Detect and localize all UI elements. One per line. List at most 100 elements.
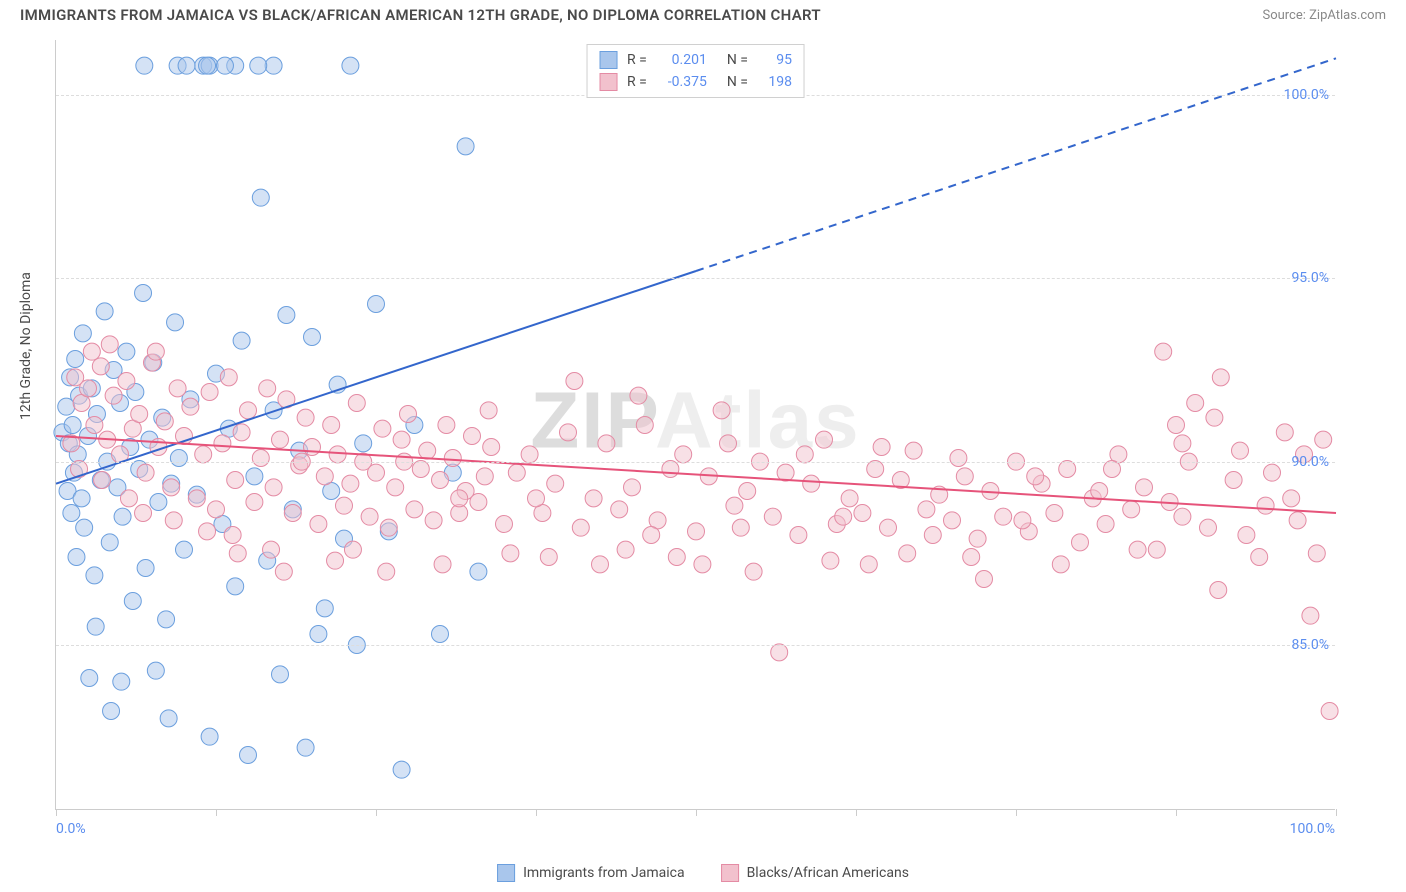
- data-point: [483, 439, 500, 456]
- data-point: [327, 552, 344, 569]
- data-point: [344, 541, 361, 558]
- x-tick: [376, 809, 377, 816]
- data-point: [688, 523, 705, 540]
- data-point: [216, 57, 233, 74]
- data-point: [976, 571, 993, 588]
- data-point: [284, 505, 301, 522]
- data-point: [342, 57, 359, 74]
- data-point: [1225, 472, 1242, 489]
- data-point: [1251, 549, 1268, 566]
- legend-r-label: R =: [627, 49, 647, 71]
- data-point: [592, 556, 609, 573]
- data-point: [508, 464, 525, 481]
- data-point: [227, 578, 244, 595]
- data-point: [841, 490, 858, 507]
- data-point: [135, 285, 152, 302]
- data-point: [316, 468, 333, 485]
- data-point: [566, 373, 583, 390]
- data-point: [374, 420, 391, 437]
- data-point: [272, 431, 289, 448]
- data-point: [214, 435, 231, 452]
- data-point: [1283, 490, 1300, 507]
- data-point: [636, 417, 653, 434]
- data-point: [87, 618, 104, 635]
- data-point: [816, 431, 833, 448]
- data-point: [502, 545, 519, 562]
- chart-title: IMMIGRANTS FROM JAMAICA VS BLACK/AFRICAN…: [20, 6, 821, 24]
- data-point: [163, 479, 180, 496]
- data-point: [170, 450, 187, 467]
- data-point: [1174, 508, 1191, 525]
- data-point: [771, 644, 788, 661]
- legend-bottom: Immigrants from JamaicaBlacks/African Am…: [497, 864, 909, 882]
- data-point: [329, 446, 346, 463]
- legend-n-label: N =: [727, 49, 748, 71]
- x-tick: [1016, 809, 1017, 816]
- data-point: [342, 475, 359, 492]
- data-point: [63, 505, 80, 522]
- data-point: [137, 464, 154, 481]
- data-point: [1206, 409, 1223, 426]
- data-point: [73, 490, 90, 507]
- data-point: [393, 431, 410, 448]
- data-point: [101, 336, 118, 353]
- data-point: [803, 475, 820, 492]
- data-point: [176, 541, 193, 558]
- data-point: [74, 325, 91, 342]
- data-point: [432, 472, 449, 489]
- legend-n-label: N =: [727, 71, 748, 93]
- data-point: [1238, 527, 1255, 544]
- data-point: [147, 662, 164, 679]
- data-point: [540, 549, 557, 566]
- data-point: [199, 57, 216, 74]
- data-point: [68, 549, 85, 566]
- data-point: [1200, 519, 1217, 536]
- data-point: [131, 406, 148, 423]
- data-point: [1155, 343, 1172, 360]
- data-point: [611, 501, 628, 518]
- data-point: [393, 761, 410, 778]
- data-point: [995, 508, 1012, 525]
- data-point: [860, 556, 877, 573]
- legend-stats: R =0.201N =95R =-0.375N =198: [586, 44, 805, 98]
- data-point: [229, 545, 246, 562]
- data-point: [348, 395, 365, 412]
- data-point: [1257, 497, 1274, 514]
- data-point: [86, 567, 103, 584]
- data-point: [201, 728, 218, 745]
- data-point: [182, 398, 199, 415]
- data-point: [147, 343, 164, 360]
- data-point: [246, 468, 263, 485]
- x-tick: [696, 809, 697, 816]
- data-point: [169, 380, 186, 397]
- data-point: [822, 552, 839, 569]
- data-point: [94, 472, 111, 489]
- data-point: [521, 446, 538, 463]
- data-point: [668, 549, 685, 566]
- data-point: [630, 387, 647, 404]
- data-point: [617, 541, 634, 558]
- data-point: [963, 549, 980, 566]
- legend-r-value: 0.201: [657, 49, 707, 71]
- legend-item: Immigrants from Jamaica: [497, 864, 685, 882]
- data-point: [400, 406, 417, 423]
- data-point: [720, 435, 737, 452]
- data-point: [1123, 501, 1140, 518]
- header: IMMIGRANTS FROM JAMAICA VS BLACK/AFRICAN…: [0, 0, 1406, 28]
- data-point: [105, 387, 122, 404]
- data-point: [572, 519, 589, 536]
- data-point: [304, 329, 321, 346]
- data-point: [272, 666, 289, 683]
- y-tick-label: 90.0%: [1291, 454, 1329, 470]
- data-point: [227, 472, 244, 489]
- data-point: [1091, 483, 1108, 500]
- x-min-label: 0.0%: [56, 821, 86, 837]
- data-point: [368, 464, 385, 481]
- legend-r-label: R =: [627, 71, 647, 93]
- data-point: [944, 512, 961, 529]
- source-label: Source: ZipAtlas.com: [1262, 8, 1386, 23]
- data-point: [246, 494, 263, 511]
- data-point: [1174, 435, 1191, 452]
- data-point: [950, 450, 967, 467]
- data-point: [464, 428, 481, 445]
